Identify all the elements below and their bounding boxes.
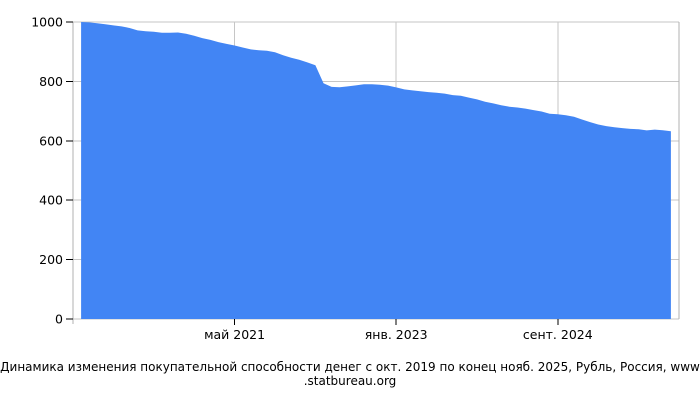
- x-tick-label: сент. 2024: [523, 327, 593, 342]
- y-tick-label: 400: [39, 193, 63, 208]
- caption-line1: Динамика изменения покупательной способн…: [0, 360, 700, 374]
- y-tick-label: 600: [39, 133, 63, 148]
- chart-caption: Динамика изменения покупательной способн…: [0, 360, 700, 388]
- caption-line2: .statbureau.org: [303, 373, 397, 388]
- y-tick-label: 200: [39, 252, 63, 267]
- area-series: [81, 22, 671, 319]
- y-tick-label: 0: [55, 312, 63, 327]
- y-tick-label: 1000: [31, 15, 63, 30]
- x-tick-label: янв. 2023: [365, 327, 428, 342]
- y-tick-label: 800: [39, 74, 63, 89]
- x-tick-label: май 2021: [204, 327, 265, 342]
